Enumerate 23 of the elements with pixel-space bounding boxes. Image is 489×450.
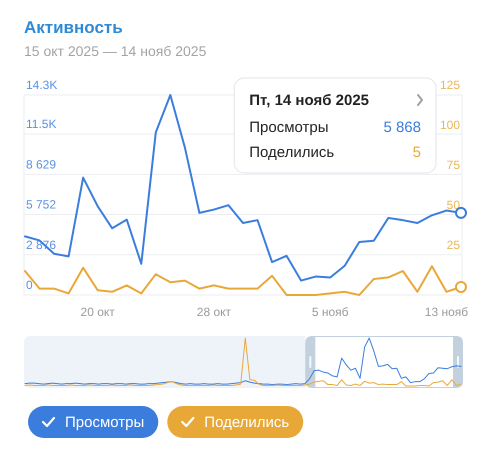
y2-tick-label: 50 [446, 198, 460, 212]
y-tick-label: 8 629 [26, 157, 56, 172]
annotation: 5 868 [383, 119, 421, 136]
annotation: 5 [412, 144, 421, 161]
annotation: Просмотры [249, 119, 329, 136]
chart-subtitle: 15 окт 2025 — 14 нояб 2025 [24, 43, 207, 59]
y-tick-label: 14.3K [26, 78, 58, 92]
y2-tick-label: 75 [446, 158, 460, 172]
y-tick-label: 0 [26, 278, 33, 292]
y2-tick-label: 100 [440, 118, 460, 132]
text: Просмотры [65, 414, 144, 431]
x-tick-label: 20 окт [80, 305, 116, 319]
y-tick-label: 11.5K [26, 117, 56, 132]
x-tick-label: 28 окт [196, 305, 232, 319]
annotation: Поделились [249, 144, 334, 161]
annotation: Пт, 14 нояб 2025 [249, 92, 369, 109]
chart-title: Активность [24, 18, 123, 37]
x-tick-label: 5 нояб [312, 305, 349, 319]
y-tick-label: 5 752 [26, 198, 56, 212]
text: Поделились [204, 414, 290, 431]
y2-tick-label: 25 [446, 238, 460, 252]
y2-tick-label: 125 [440, 78, 460, 92]
x-tick-label: 13 нояб [424, 305, 468, 319]
